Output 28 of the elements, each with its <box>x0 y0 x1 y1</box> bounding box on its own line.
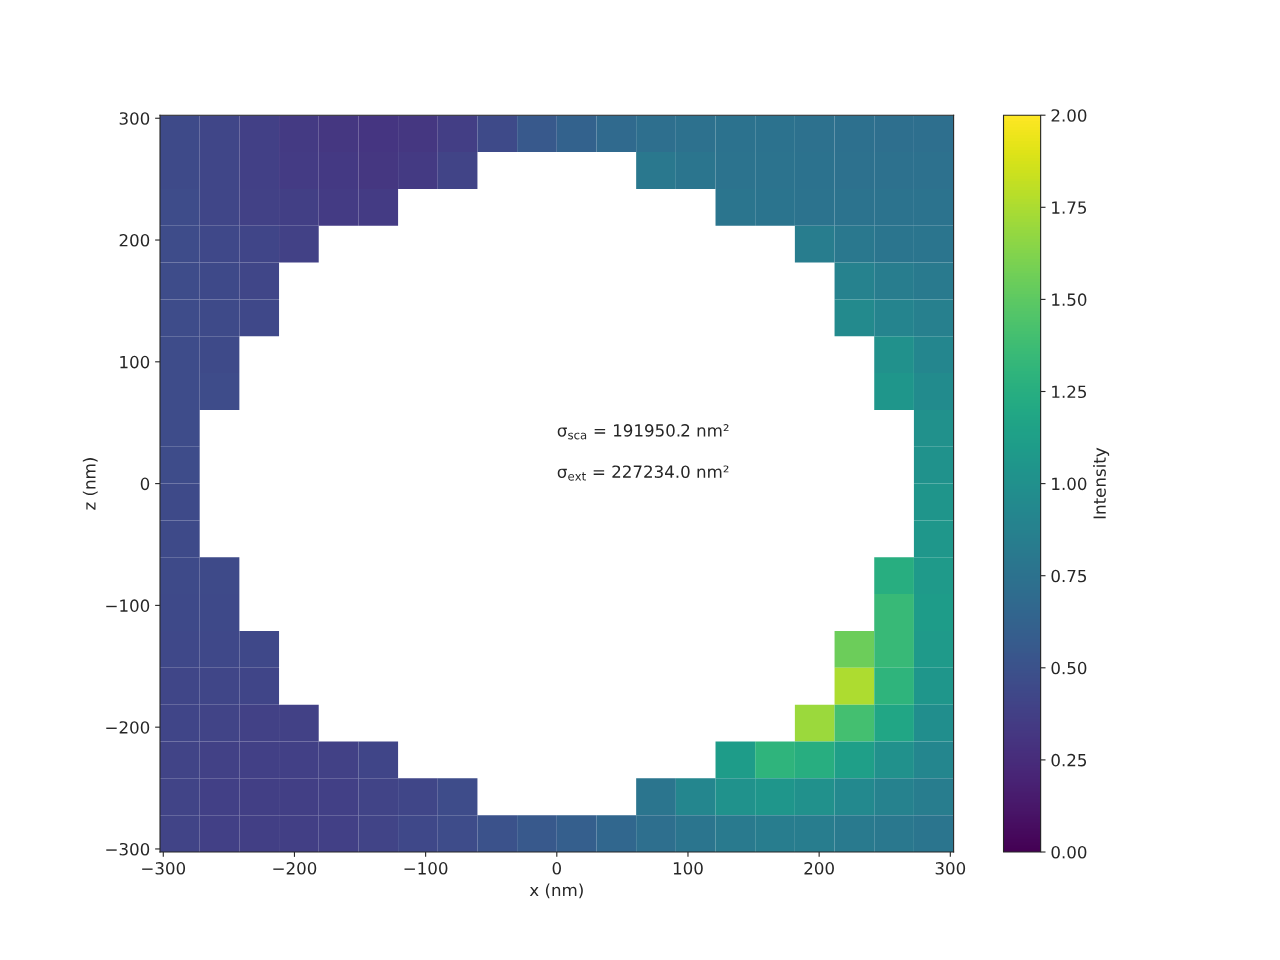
color-bar-label: 2.00 <box>1051 109 1087 122</box>
annotation: σ$_{sca}$ = 191950.2 nm² <box>557 424 729 440</box>
y-tick-label: −100 <box>106 599 150 612</box>
y-tick-label: −300 <box>106 842 150 856</box>
x-axis-title: x (nm) <box>529 883 583 899</box>
color-bar-title: Intensity <box>1093 447 1110 519</box>
y-tick-label: 200 <box>119 233 150 247</box>
x-tick-label: 200 <box>804 862 834 875</box>
color-bar-label: 1.25 <box>1052 385 1087 399</box>
y-axis-title: z (nm) <box>82 458 98 510</box>
x-tick-label: −200 <box>273 862 317 875</box>
color-bar-label: 1.75 <box>1052 201 1087 214</box>
color-bar-label: 1.00 <box>1052 477 1087 491</box>
color-bar-label: 0.25 <box>1051 753 1087 767</box>
y-tick-label: 100 <box>120 355 150 369</box>
x-tick-label: 100 <box>673 862 703 875</box>
y-tick-label: −200 <box>106 721 150 734</box>
y-tick-label: 300 <box>119 112 150 125</box>
color-bar-label: 1.50 <box>1052 293 1087 306</box>
x-tick-label: −300 <box>142 862 186 875</box>
annotation: σ$_{ext}$ = 227234.0 nm² <box>557 465 729 481</box>
x-tick-label: 0 <box>552 862 561 875</box>
y-tick-label: 0 <box>140 477 150 491</box>
color-bar-label: 0.75 <box>1051 569 1087 583</box>
x-tick-label: 300 <box>935 862 966 875</box>
color-bar-label: 0.00 <box>1051 845 1087 859</box>
x-tick-label: −100 <box>404 862 448 875</box>
color-bar-label: 0.50 <box>1051 661 1087 675</box>
